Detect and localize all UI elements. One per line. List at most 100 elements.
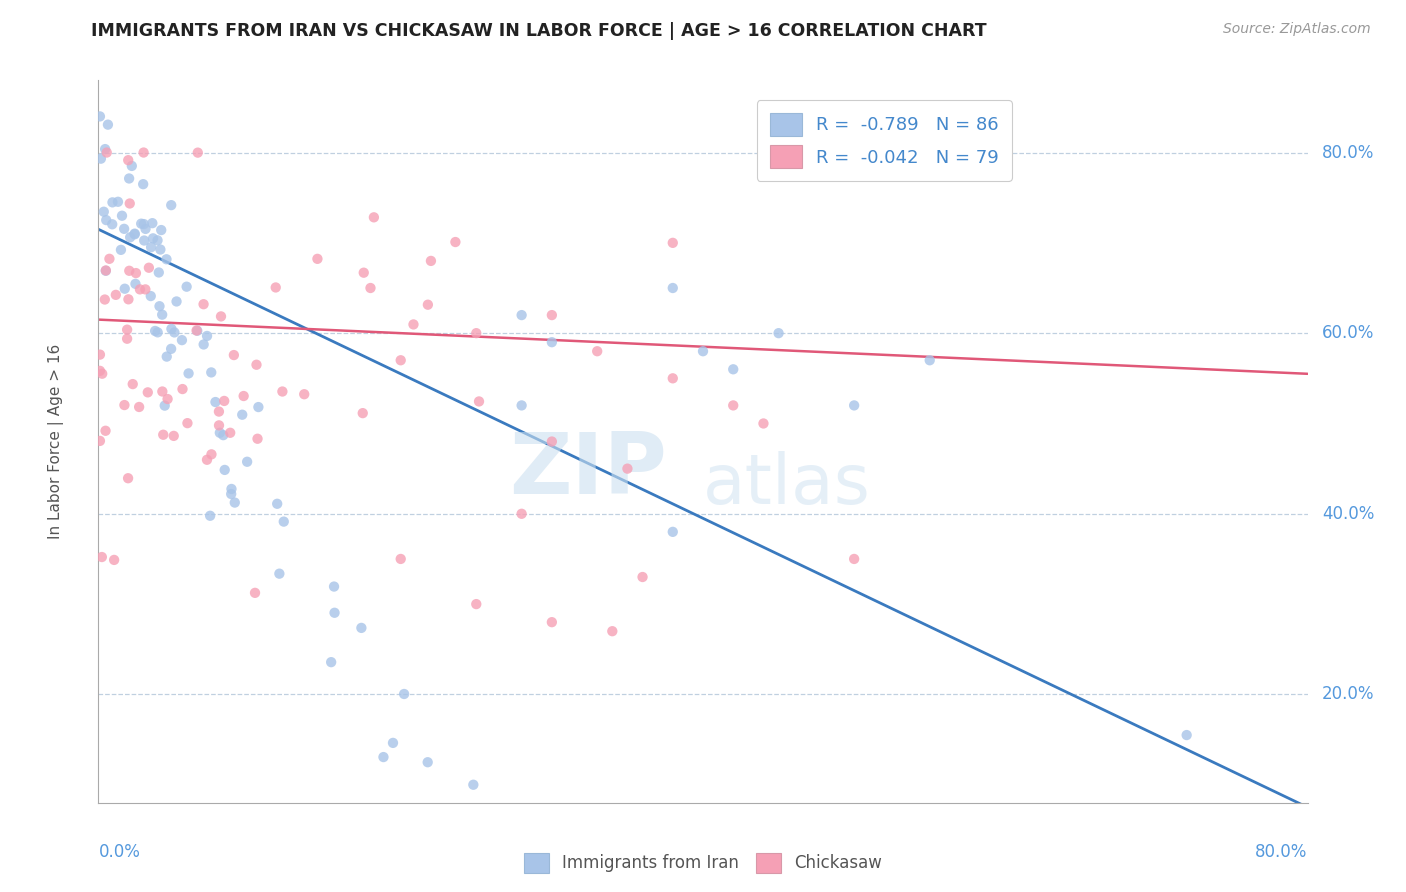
Point bbox=[89, 434, 111, 448]
Text: 40.0%: 40.0% bbox=[1322, 505, 1375, 523]
Point bbox=[321, 655, 343, 669]
Point bbox=[155, 252, 177, 267]
Point bbox=[94, 142, 117, 156]
Point bbox=[200, 365, 222, 379]
Point bbox=[918, 353, 941, 368]
Point bbox=[94, 264, 117, 278]
Point bbox=[166, 294, 188, 309]
Point bbox=[138, 260, 160, 275]
Text: IMMIGRANTS FROM IRAN VS CHICKASAW IN LABOR FORCE | AGE > 16 CORRELATION CHART: IMMIGRANTS FROM IRAN VS CHICKASAW IN LAB… bbox=[91, 22, 987, 40]
Text: Source: ZipAtlas.com: Source: ZipAtlas.com bbox=[1223, 22, 1371, 37]
Point bbox=[146, 326, 169, 340]
Point bbox=[271, 384, 294, 399]
Point bbox=[844, 398, 866, 412]
Point bbox=[323, 580, 346, 594]
Point bbox=[139, 289, 162, 303]
Legend: R =  -0.789   N = 86, R =  -0.042   N = 79: R = -0.789 N = 86, R = -0.042 N = 79 bbox=[756, 100, 1012, 181]
Point bbox=[198, 508, 221, 523]
Point bbox=[273, 515, 295, 529]
Point bbox=[586, 344, 609, 359]
Point bbox=[117, 153, 139, 168]
Point bbox=[222, 348, 245, 362]
Point bbox=[631, 570, 654, 584]
Point bbox=[661, 235, 683, 250]
Point bbox=[129, 217, 152, 231]
Point bbox=[214, 463, 236, 477]
Point bbox=[101, 195, 124, 210]
Point bbox=[118, 171, 141, 186]
Point bbox=[132, 217, 155, 231]
Legend: Immigrants from Iran, Chickasaw: Immigrants from Iran, Chickasaw bbox=[517, 847, 889, 880]
Point bbox=[142, 231, 165, 245]
Point bbox=[89, 364, 111, 378]
Point bbox=[107, 194, 129, 209]
Point bbox=[269, 566, 291, 581]
Point bbox=[114, 282, 136, 296]
Point bbox=[163, 326, 186, 340]
Point bbox=[141, 216, 163, 230]
Point bbox=[153, 399, 176, 413]
Point bbox=[602, 624, 624, 639]
Point bbox=[160, 198, 183, 212]
Point bbox=[221, 482, 243, 496]
Point bbox=[96, 145, 118, 160]
Point bbox=[307, 252, 329, 266]
Point bbox=[416, 756, 439, 770]
Point bbox=[94, 263, 117, 277]
Point bbox=[1175, 728, 1198, 742]
Point bbox=[112, 222, 135, 236]
Point bbox=[129, 282, 152, 296]
Point bbox=[616, 461, 638, 475]
Point bbox=[124, 227, 146, 242]
Text: 20.0%: 20.0% bbox=[1322, 685, 1375, 704]
Point bbox=[170, 333, 193, 347]
Point bbox=[149, 243, 172, 257]
Point bbox=[208, 418, 231, 433]
Point bbox=[121, 159, 143, 173]
Point bbox=[150, 223, 173, 237]
Point bbox=[94, 424, 117, 438]
Point bbox=[420, 253, 443, 268]
Point bbox=[752, 417, 775, 431]
Point bbox=[363, 211, 385, 225]
Point bbox=[103, 553, 125, 567]
Point bbox=[125, 266, 148, 280]
Point bbox=[90, 549, 112, 564]
Point bbox=[219, 487, 242, 501]
Point bbox=[152, 427, 174, 442]
Point bbox=[692, 344, 714, 359]
Point bbox=[193, 337, 215, 351]
Point bbox=[146, 233, 169, 247]
Point bbox=[463, 778, 485, 792]
Point bbox=[661, 281, 683, 295]
Point bbox=[96, 213, 118, 227]
Point bbox=[139, 240, 162, 254]
Point bbox=[465, 597, 488, 611]
Point bbox=[115, 323, 138, 337]
Point bbox=[124, 227, 146, 241]
Point bbox=[91, 367, 114, 381]
Point bbox=[110, 243, 132, 257]
Point bbox=[150, 308, 173, 322]
Point bbox=[353, 266, 375, 280]
Point bbox=[844, 552, 866, 566]
Point bbox=[540, 335, 562, 350]
Point bbox=[124, 277, 146, 291]
Point bbox=[134, 234, 156, 248]
Point bbox=[510, 507, 533, 521]
Point bbox=[134, 282, 156, 296]
Point bbox=[208, 404, 231, 418]
Point bbox=[172, 382, 194, 396]
Point bbox=[118, 196, 141, 211]
Point bbox=[245, 358, 267, 372]
Point bbox=[468, 394, 491, 409]
Point bbox=[323, 606, 346, 620]
Point bbox=[156, 350, 179, 364]
Point bbox=[132, 145, 155, 160]
Point bbox=[101, 217, 124, 231]
Point bbox=[540, 615, 562, 630]
Point bbox=[402, 318, 425, 332]
Point bbox=[416, 298, 439, 312]
Point bbox=[187, 145, 209, 160]
Point bbox=[94, 293, 117, 307]
